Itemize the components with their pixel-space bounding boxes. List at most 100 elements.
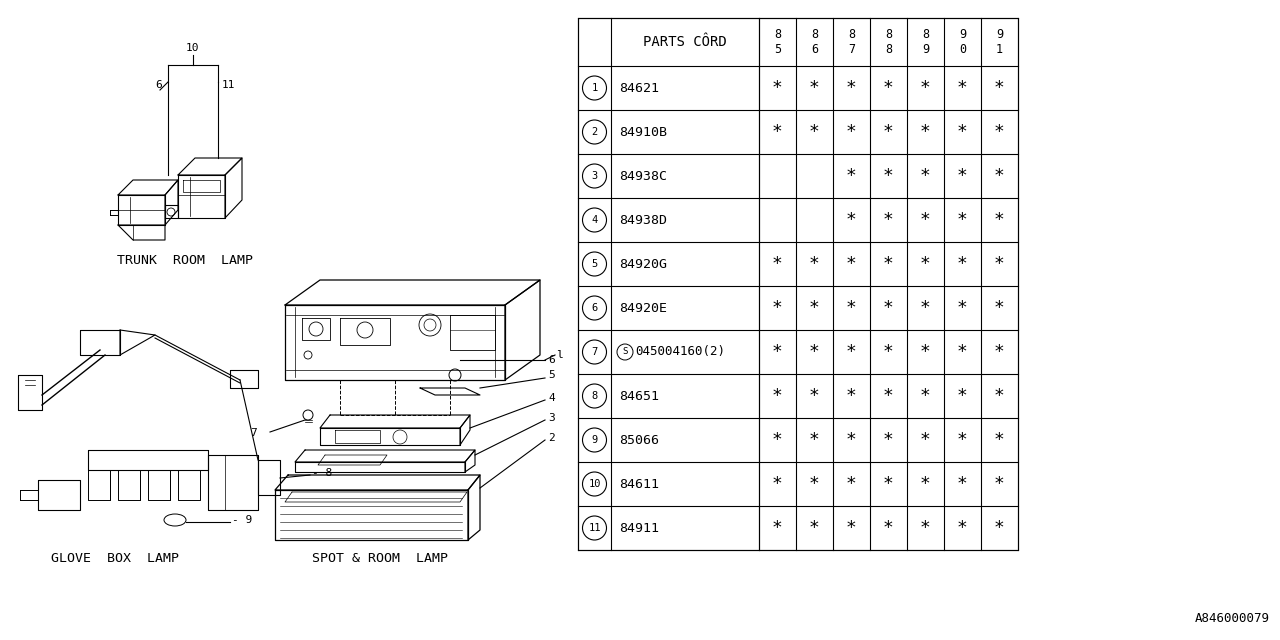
Text: 10: 10 <box>186 43 200 53</box>
Text: *: * <box>920 123 931 141</box>
Text: *: * <box>957 519 968 537</box>
Text: *: * <box>995 299 1005 317</box>
Text: *: * <box>772 79 783 97</box>
Text: 85066: 85066 <box>620 433 659 447</box>
Text: *: * <box>846 79 856 97</box>
Text: *: * <box>846 123 856 141</box>
Text: *: * <box>957 255 968 273</box>
Text: *: * <box>995 79 1005 97</box>
Text: *: * <box>995 211 1005 229</box>
Text: *: * <box>957 387 968 405</box>
Text: 9: 9 <box>591 435 598 445</box>
Text: *: * <box>846 519 856 537</box>
Text: *: * <box>957 79 968 97</box>
Text: *: * <box>957 123 968 141</box>
Text: *: * <box>920 255 931 273</box>
Text: 9
1: 9 1 <box>996 28 1004 56</box>
Text: *: * <box>772 475 783 493</box>
Text: *: * <box>846 255 856 273</box>
Text: *: * <box>920 387 931 405</box>
Text: *: * <box>809 431 820 449</box>
Text: *: * <box>883 123 893 141</box>
Text: 8
6: 8 6 <box>812 28 818 56</box>
Text: 8
5: 8 5 <box>774 28 781 56</box>
Text: 84621: 84621 <box>620 81 659 95</box>
Text: *: * <box>957 299 968 317</box>
Text: *: * <box>957 211 968 229</box>
Text: *: * <box>957 431 968 449</box>
Circle shape <box>582 120 607 144</box>
Text: *: * <box>846 475 856 493</box>
Text: 045004160(2): 045004160(2) <box>635 346 724 358</box>
Text: 9
0: 9 0 <box>959 28 966 56</box>
Text: *: * <box>883 475 893 493</box>
Text: 11: 11 <box>589 523 600 533</box>
Text: *: * <box>883 79 893 97</box>
Text: 6: 6 <box>155 80 161 90</box>
Text: *: * <box>995 255 1005 273</box>
Text: *: * <box>809 475 820 493</box>
Text: 7: 7 <box>591 347 598 357</box>
Text: *: * <box>772 519 783 537</box>
Text: 3: 3 <box>591 171 598 181</box>
Text: 10: 10 <box>589 479 600 489</box>
Text: *: * <box>772 255 783 273</box>
Text: *: * <box>920 343 931 361</box>
Circle shape <box>617 344 634 360</box>
Text: *: * <box>920 431 931 449</box>
Text: SPOT & ROOM  LAMP: SPOT & ROOM LAMP <box>312 552 448 564</box>
Text: 1: 1 <box>591 83 598 93</box>
Circle shape <box>582 384 607 408</box>
Text: A846000079: A846000079 <box>1196 612 1270 625</box>
Text: 84920G: 84920G <box>620 257 667 271</box>
Text: *: * <box>957 343 968 361</box>
Circle shape <box>582 296 607 320</box>
Text: *: * <box>920 475 931 493</box>
Text: *: * <box>883 387 893 405</box>
Text: *: * <box>846 167 856 185</box>
Text: 84938D: 84938D <box>620 214 667 227</box>
Text: *: * <box>883 211 893 229</box>
Text: *: * <box>883 255 893 273</box>
Text: *: * <box>920 519 931 537</box>
Text: 8
9: 8 9 <box>922 28 929 56</box>
Text: *: * <box>957 167 968 185</box>
Text: *: * <box>883 343 893 361</box>
Text: 84910B: 84910B <box>620 125 667 138</box>
Text: *: * <box>809 519 820 537</box>
Text: - 9: - 9 <box>232 515 252 525</box>
Text: *: * <box>846 431 856 449</box>
Text: *: * <box>995 475 1005 493</box>
Circle shape <box>582 76 607 100</box>
Text: *: * <box>846 211 856 229</box>
Text: *: * <box>772 343 783 361</box>
Text: 84651: 84651 <box>620 390 659 403</box>
Text: 2: 2 <box>591 127 598 137</box>
Text: *: * <box>995 431 1005 449</box>
Text: 8
7: 8 7 <box>847 28 855 56</box>
Text: *: * <box>772 431 783 449</box>
Bar <box>579 18 1018 550</box>
Text: S: S <box>622 348 627 356</box>
Text: *: * <box>846 343 856 361</box>
Text: *: * <box>809 387 820 405</box>
Circle shape <box>582 164 607 188</box>
Text: *: * <box>772 299 783 317</box>
Text: *: * <box>995 519 1005 537</box>
Text: *: * <box>846 299 856 317</box>
Text: 4: 4 <box>548 393 554 403</box>
Text: *: * <box>809 343 820 361</box>
Text: *: * <box>772 123 783 141</box>
Text: 4: 4 <box>591 215 598 225</box>
Text: 6: 6 <box>548 355 554 365</box>
Text: *: * <box>809 123 820 141</box>
Text: *: * <box>809 79 820 97</box>
Text: *: * <box>883 167 893 185</box>
Text: *: * <box>846 387 856 405</box>
Circle shape <box>166 208 175 216</box>
Text: l: l <box>556 350 563 360</box>
Text: 8
8: 8 8 <box>884 28 892 56</box>
Text: *: * <box>920 79 931 97</box>
Circle shape <box>582 472 607 496</box>
Text: 6: 6 <box>591 303 598 313</box>
